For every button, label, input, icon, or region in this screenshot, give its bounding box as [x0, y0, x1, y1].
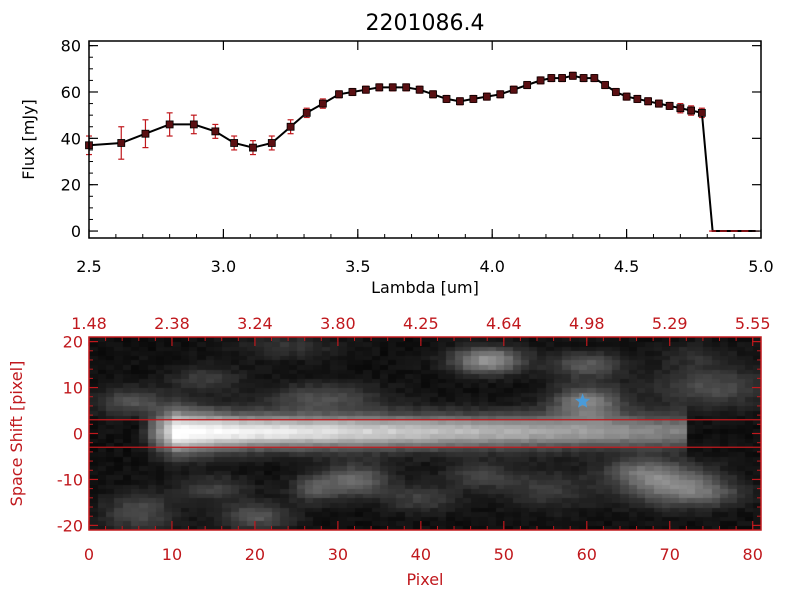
- x-tick-label: 3.5: [345, 257, 370, 276]
- data-point: [402, 83, 411, 92]
- chart-title: 2201086.4: [366, 11, 485, 36]
- spectrum-x-axis-label: Lambda [um]: [371, 278, 479, 297]
- data-point: [611, 88, 620, 96]
- spectrum-ticks: 2.5 3.0 3.5 4.0 4.5 5.0 0 20 40 60 80: [61, 37, 774, 276]
- spectrum-image-overlay: [89, 393, 761, 448]
- data-point: [590, 74, 599, 82]
- wavelength-tick-label: 3.24: [237, 314, 273, 333]
- spectrum-image: [89, 337, 761, 530]
- data-point: [335, 90, 343, 99]
- y-tick-label: -20: [57, 516, 83, 535]
- data-point: [676, 104, 685, 113]
- data-point: [442, 95, 451, 103]
- x-tick-label: 10: [162, 545, 182, 564]
- data-point: [654, 99, 663, 108]
- data-point: [348, 88, 357, 96]
- series-line: [88, 74, 756, 232]
- x-tick-label: 5.0: [748, 257, 773, 276]
- spectrum-plot: 2.5 3.0 3.5 4.0 4.5 5.0 0 20 40 60 80: [61, 37, 774, 276]
- data-point: [230, 139, 239, 147]
- x-tick-label: 60: [577, 545, 597, 564]
- x-tick-label: 40: [411, 545, 431, 564]
- x-tick-label: 2.5: [76, 257, 101, 276]
- y-tick-label: 20: [63, 333, 83, 352]
- data-point: [601, 81, 609, 89]
- y-tick-label: 40: [61, 129, 81, 148]
- data-point: [267, 139, 276, 147]
- data-point: [141, 129, 150, 138]
- data-point: [361, 85, 370, 94]
- x-tick-label: 30: [328, 545, 348, 564]
- data-point: [568, 71, 577, 80]
- star-marker: [575, 393, 591, 408]
- x-tick-label: 3.0: [211, 257, 236, 276]
- spectrum-marks: [85, 71, 760, 232]
- data-point: [388, 83, 397, 92]
- x-tick-label: 50: [494, 545, 514, 564]
- data-point: [249, 143, 257, 152]
- x-tick-label: 4.5: [614, 257, 639, 276]
- y-tick-label: 0: [73, 425, 83, 444]
- data-point: [697, 108, 706, 117]
- spectrum-image-container: [89, 337, 761, 530]
- data-point: [375, 83, 384, 92]
- x-tick-label: 0: [84, 545, 94, 564]
- data-point: [211, 127, 220, 136]
- data-point: [165, 120, 174, 129]
- x-tick-label: 20: [245, 545, 265, 564]
- wavelength-tick-label: 5.55: [735, 314, 771, 333]
- spectrum-image-ticks: 0 1.48 10 2.38 20 3.24 30 3.80 40 4.25 50 4.64 60 4.9…: [57, 314, 771, 564]
- data-point: [536, 76, 545, 85]
- data-point: [117, 139, 126, 147]
- wavelength-tick-label: 3.80: [320, 314, 356, 333]
- data-point: [429, 90, 437, 99]
- spectrum-y-axis-label: Flux [mJy]: [19, 99, 38, 180]
- x-tick-label: 70: [660, 545, 680, 564]
- data-point: [523, 81, 532, 89]
- data-point: [547, 74, 556, 82]
- y-tick-label: 0: [71, 222, 81, 241]
- x-tick-label: 4.0: [479, 257, 504, 276]
- data-point: [558, 74, 566, 82]
- y-tick-label: 60: [61, 83, 81, 102]
- data-point: [622, 92, 631, 101]
- data-point: [633, 95, 642, 103]
- wavelength-tick-label: 4.64: [486, 314, 522, 333]
- x-tick-label: 80: [743, 545, 763, 564]
- data-point: [286, 122, 295, 131]
- y-tick-label: 80: [61, 37, 81, 56]
- wavelength-tick-label: 2.38: [154, 314, 190, 333]
- y-tick-label: 20: [61, 176, 81, 195]
- data-point: [665, 101, 674, 110]
- data-point: [302, 108, 311, 117]
- image-x-axis-label: Pixel: [406, 570, 443, 589]
- y-tick-label: 10: [63, 379, 83, 398]
- data-point: [579, 74, 588, 82]
- wavelength-tick-label: 1.48: [71, 314, 107, 333]
- data-point: [482, 92, 491, 101]
- wavelength-tick-label: 5.29: [652, 314, 688, 333]
- data-point: [509, 85, 518, 94]
- data-point: [415, 85, 424, 94]
- data-point: [456, 97, 464, 106]
- data-point: [318, 99, 327, 108]
- data-point: [189, 120, 198, 129]
- y-tick-label: -10: [57, 470, 83, 489]
- image-y-axis-label: Space Shift [pixel]: [7, 361, 26, 507]
- wavelength-tick-label: 4.25: [403, 314, 439, 333]
- data-point: [644, 97, 653, 106]
- data-point: [496, 90, 505, 99]
- spectrum-image-plot: 0 1.48 10 2.38 20 3.24 30 3.80 40 4.25 50 4.64 60 4.9…: [57, 314, 771, 564]
- spectrum-plot-frame: [88, 40, 762, 239]
- data-point: [469, 95, 478, 103]
- data-point: [687, 106, 696, 115]
- wavelength-tick-label: 4.98: [569, 314, 605, 333]
